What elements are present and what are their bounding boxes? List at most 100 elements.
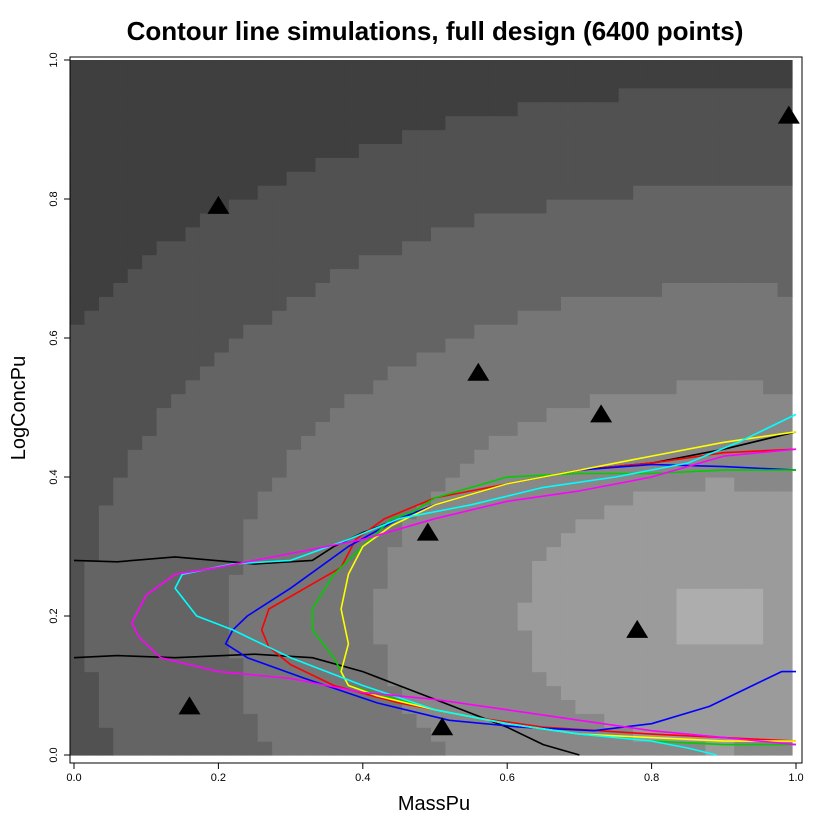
heatmap-cell [171,518,187,534]
heatmap-cell [84,713,100,728]
heatmap-cell [84,477,100,492]
heatmap-cell [257,143,273,158]
heatmap-cell [228,435,244,450]
heatmap-cell [705,421,721,436]
heatmap-cell [633,546,649,561]
heatmap-cell [113,671,129,687]
heatmap-cell [474,351,490,367]
x-tick-label: 0.6 [500,772,515,784]
heatmap-cell [315,393,331,409]
heatmap-cell [98,602,114,617]
heatmap-cell [474,379,490,395]
heatmap-cell [604,685,620,700]
heatmap-cell [214,657,230,673]
heatmap-cell [416,185,432,200]
heatmap-cell [517,129,533,144]
heatmap-cell [84,310,100,325]
heatmap-cell [546,310,562,325]
heatmap-cell [618,741,634,756]
heatmap-cell [445,73,461,89]
heatmap-cell [459,143,475,158]
heatmap-cell [517,268,533,283]
heatmap-cell [690,546,706,561]
heatmap-cell [546,657,562,673]
heatmap-cell [199,407,215,422]
heatmap-cell [113,713,129,728]
heatmap-cell [416,643,432,659]
heatmap-cell [84,741,100,756]
heatmap-cell [604,240,620,256]
heatmap-cell [488,588,504,603]
heatmap-cell [474,616,490,631]
heatmap-cell [647,407,663,422]
heatmap-cell [84,629,100,645]
heatmap-cell [416,171,432,186]
heatmap-cell [719,713,735,728]
heatmap-cell [618,310,634,325]
heatmap-cell [618,226,634,242]
heatmap-cell [84,685,100,700]
heatmap-cell [777,199,793,214]
heatmap-cell [647,351,663,367]
heatmap-cell [488,518,504,534]
heatmap-cell [373,490,389,506]
heatmap-cell [199,212,215,228]
heatmap-cell [329,629,345,645]
heatmap-cell [70,629,86,645]
heatmap-cell [98,60,114,75]
heatmap-cell [503,60,519,75]
heatmap-cell [257,268,273,283]
heatmap-cell [199,240,215,256]
heatmap-cell [690,477,706,492]
heatmap-cell [647,310,663,325]
heatmap-cell [243,407,259,422]
heatmap-cell [329,616,345,631]
heatmap-cell [301,157,317,172]
heatmap-cell [488,741,504,756]
heatmap-cell [113,87,129,103]
heatmap-cell [315,699,331,714]
heatmap-cell [705,435,721,450]
heatmap-cell [387,435,403,450]
heatmap-cell [113,254,129,270]
heatmap-cell [589,351,605,367]
heatmap-cell [387,449,403,464]
heatmap-cell [315,143,331,158]
heatmap-cell [719,560,735,575]
heatmap-cell [647,560,663,575]
heatmap-cell [142,643,158,659]
heatmap-cell [387,296,403,311]
heatmap-cell [387,560,403,575]
heatmap-cell [272,713,288,728]
heatmap-cell [589,296,605,311]
heatmap-cell [113,324,129,339]
heatmap-cell [373,240,389,256]
heatmap-cell [113,379,129,395]
heatmap-cell [662,602,678,617]
heatmap-cell [199,685,215,700]
heatmap-cell [777,171,793,186]
heatmap-cell [763,199,779,214]
heatmap-cell [604,143,620,158]
heatmap-cell [748,699,764,714]
heatmap-cell [431,435,447,450]
heatmap-cell [777,616,793,631]
heatmap-cell [604,296,620,311]
heatmap-cell [589,226,605,242]
heatmap-cell [315,421,331,436]
heatmap-cell [387,421,403,436]
heatmap-cell [214,87,230,103]
heatmap-cell [633,393,649,409]
heatmap-cell [113,421,129,436]
heatmap-cell [416,546,432,561]
heatmap-cell [243,338,259,353]
heatmap-cell [214,629,230,645]
heatmap-cell [445,685,461,700]
heatmap-cell [777,226,793,242]
heatmap-cell [402,199,418,214]
heatmap-cell [329,574,345,589]
heatmap-cell [532,351,548,367]
heatmap-cell [214,504,230,520]
heatmap-cell [358,226,374,242]
heatmap-cell [589,115,605,131]
